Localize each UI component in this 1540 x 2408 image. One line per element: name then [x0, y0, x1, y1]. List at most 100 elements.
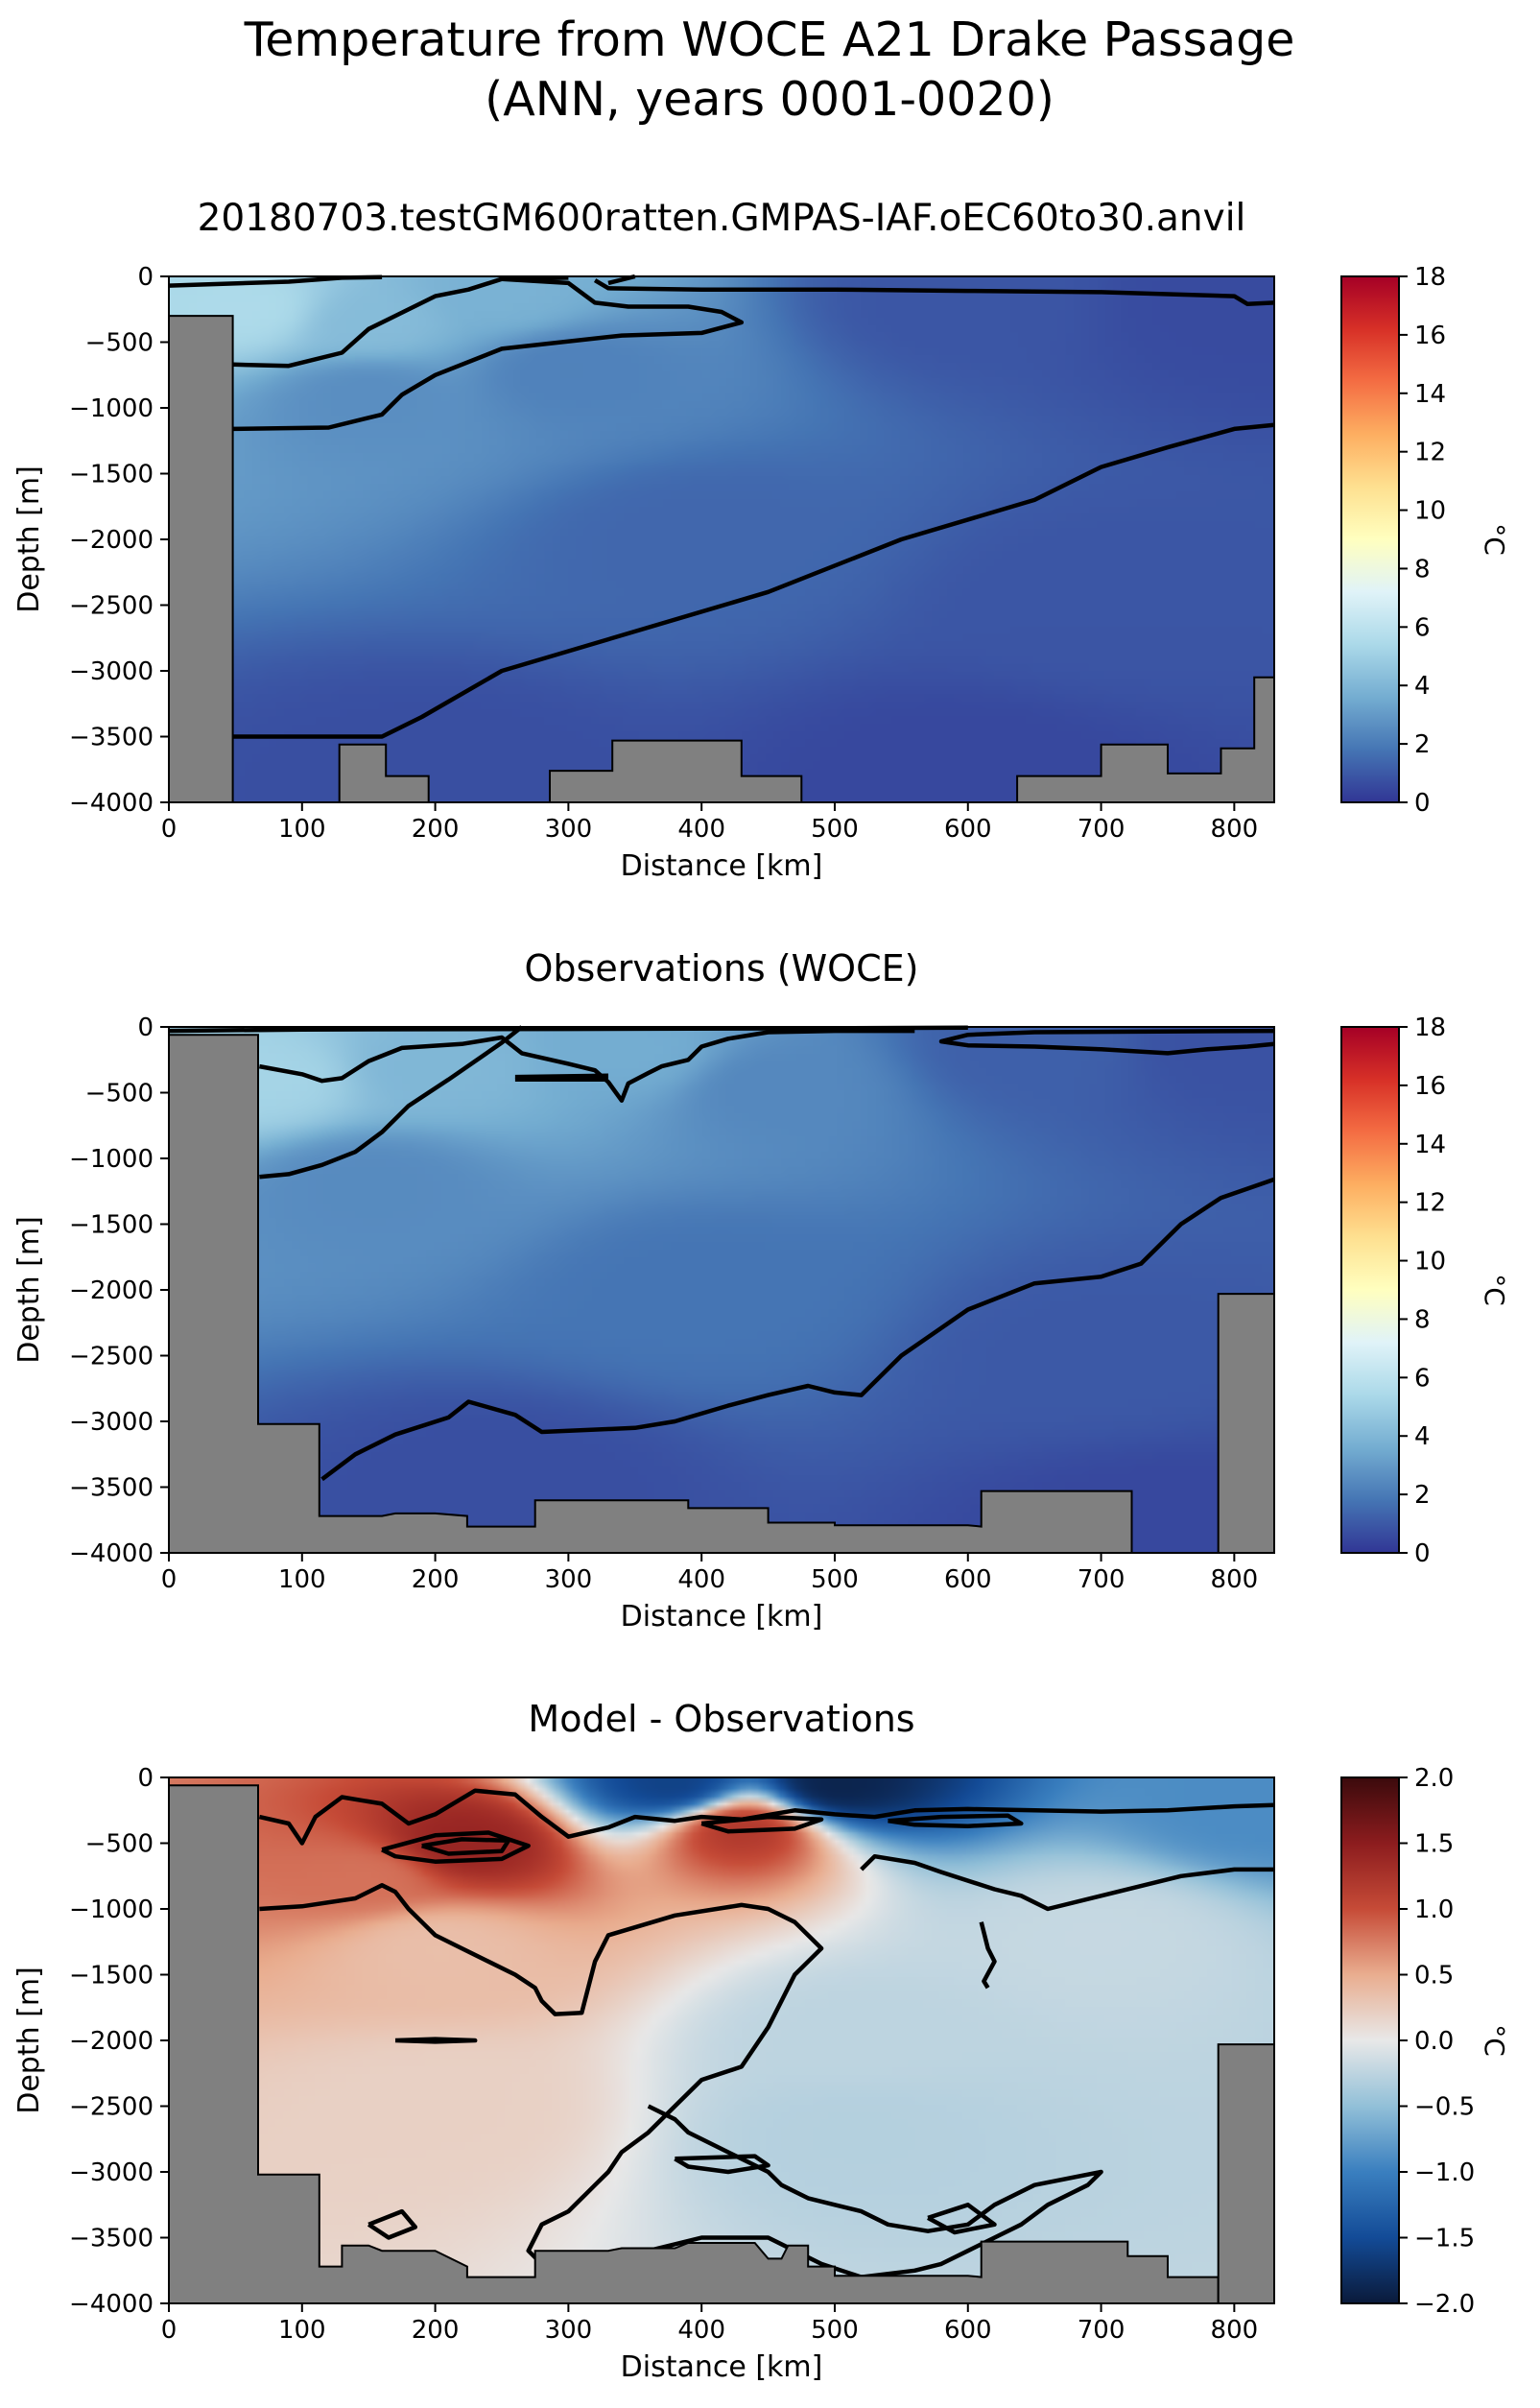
- x-tick-label: 400: [677, 1565, 725, 1594]
- x-tick-label: 800: [1211, 1565, 1259, 1594]
- bathymetry-land: [168, 1034, 1133, 1554]
- colorbar-tick-label: 12: [1414, 1189, 1446, 1218]
- colorbar-tick-label: 14: [1414, 1131, 1446, 1159]
- colorbar-tick-label: 2: [1414, 1481, 1431, 1510]
- colorbar-tick-label: −0.5: [1414, 2093, 1475, 2122]
- contour-line: [514, 1073, 609, 1080]
- y-tick-label: −3500: [69, 2225, 154, 2253]
- colorbar: [1340, 275, 1400, 803]
- contour-line: [394, 2037, 478, 2044]
- contour-line: [938, 1028, 1275, 1056]
- y-tick-label: −4000: [69, 2290, 154, 2319]
- contour-line: [421, 1837, 511, 1856]
- y-tick-label: −500: [85, 329, 154, 358]
- x-tick-label: 100: [278, 815, 326, 844]
- x-tick-label: 400: [677, 2316, 725, 2345]
- x-tick-label: 0: [161, 1565, 178, 1594]
- colorbar-tick-label: 10: [1414, 497, 1446, 526]
- panel-title: Model - Observations: [528, 1698, 914, 1740]
- y-tick-label: −2000: [69, 526, 154, 555]
- colorbar-tick-label: 2.0: [1414, 1764, 1454, 1793]
- colorbar-tick-label: 10: [1414, 1248, 1446, 1276]
- colorbar-tick-label: 1.5: [1414, 1830, 1454, 1859]
- colorbar-tick-label: 6: [1414, 613, 1431, 642]
- y-tick-label: 0: [137, 263, 154, 292]
- y-tick-label: −1000: [69, 1145, 154, 1174]
- figure-title-line1: Temperature from WOCE A21 Drake Passage: [244, 12, 1295, 67]
- colorbar: [1340, 1776, 1400, 2304]
- colorbar-label: °C: [1479, 523, 1510, 556]
- y-tick-label: −1500: [69, 1962, 154, 1991]
- y-tick-label: −2500: [69, 2093, 154, 2122]
- x-tick-label: 0: [161, 2316, 178, 2345]
- y-tick-label: 0: [137, 1764, 154, 1793]
- heatmap-field: [169, 1777, 1274, 2303]
- colorbar-tick-label: −1.5: [1414, 2225, 1475, 2253]
- y-tick-label: −4000: [69, 789, 154, 818]
- y-tick-label: −2000: [69, 1276, 154, 1305]
- x-axis-label: Distance [km]: [621, 2350, 823, 2384]
- contour-line: [258, 1788, 1275, 1846]
- x-axis-label: Distance [km]: [621, 849, 823, 883]
- x-axis-label: Distance [km]: [621, 1600, 823, 1633]
- contour-line: [607, 274, 636, 286]
- colorbar-tick-label: 6: [1414, 1364, 1431, 1393]
- x-tick-label: 300: [545, 815, 593, 844]
- x-tick-label: 700: [1078, 815, 1125, 844]
- colorbar-tick-label: 0: [1414, 1539, 1431, 1568]
- y-tick-label: −2500: [69, 1343, 154, 1371]
- y-tick-label: −3500: [69, 724, 154, 752]
- difference-panel: Model - Observations 0 100 200 300 400 500 600 7…: [12, 1698, 1510, 2384]
- colorbar-label: °C: [1479, 2024, 1510, 2057]
- x-tick-label: 500: [811, 1565, 859, 1594]
- bathymetry-land: [168, 315, 234, 803]
- y-axis-label: Depth [m]: [12, 1216, 46, 1364]
- y-tick-label: −1000: [69, 1895, 154, 1924]
- contour-line: [860, 1853, 1274, 1912]
- x-tick-label: 200: [412, 815, 460, 844]
- colorbar-tick-label: 8: [1414, 1305, 1431, 1334]
- bathymetry-land: [168, 1784, 1220, 2304]
- colorbar-tick-label: 8: [1414, 555, 1431, 584]
- colorbar-tick-label: −1.0: [1414, 2158, 1475, 2187]
- contour-line: [700, 1814, 824, 1834]
- x-tick-label: 300: [545, 2316, 593, 2345]
- bathymetry-land: [1217, 1293, 1275, 1554]
- y-tick-label: −1500: [69, 461, 154, 489]
- y-tick-label: −3000: [69, 657, 154, 686]
- contour-line: [168, 1025, 968, 1034]
- x-tick-label: 100: [278, 2316, 326, 2345]
- contour-line: [367, 2208, 418, 2240]
- y-tick-label: −2000: [69, 2027, 154, 2056]
- colorbar-tick-label: 0.5: [1414, 1962, 1454, 1991]
- contour-line: [232, 275, 569, 369]
- colorbar-tick-label: 0: [1414, 789, 1431, 818]
- y-tick-label: −1000: [69, 394, 154, 423]
- colorbar-label: °C: [1479, 1274, 1510, 1306]
- x-tick-label: 600: [944, 815, 992, 844]
- y-tick-label: 0: [137, 1013, 154, 1042]
- x-tick-label: 600: [944, 2316, 992, 2345]
- x-tick-label: 800: [1211, 2316, 1259, 2345]
- colorbar-tick-label: 12: [1414, 439, 1446, 467]
- colorbar-tick-label: 4: [1414, 672, 1431, 701]
- y-axis-label: Depth [m]: [12, 465, 46, 613]
- heatmap-field: [169, 1027, 1274, 1553]
- x-tick-label: 500: [811, 2316, 859, 2345]
- x-tick-label: 100: [278, 1565, 326, 1594]
- y-tick-label: −3500: [69, 1474, 154, 1503]
- contour-line: [320, 1177, 1275, 1482]
- y-tick-label: −3000: [69, 1408, 154, 1437]
- bathymetry-land: [1217, 2043, 1275, 2304]
- contour-line: [593, 278, 1275, 307]
- contour-line: [232, 422, 1275, 739]
- colorbar-tick-label: 0.0: [1414, 2027, 1454, 2056]
- bathymetry-land: [549, 739, 803, 803]
- colorbar-tick-label: 18: [1414, 263, 1446, 292]
- x-tick-label: 300: [545, 1565, 593, 1594]
- heatmap-field: [169, 276, 1274, 802]
- x-tick-label: 200: [412, 2316, 460, 2345]
- x-tick-label: 600: [944, 1565, 992, 1594]
- observations-temperature-panel: Observations (WOCE)0 100 200 300 400 500 600 70…: [12, 947, 1510, 1633]
